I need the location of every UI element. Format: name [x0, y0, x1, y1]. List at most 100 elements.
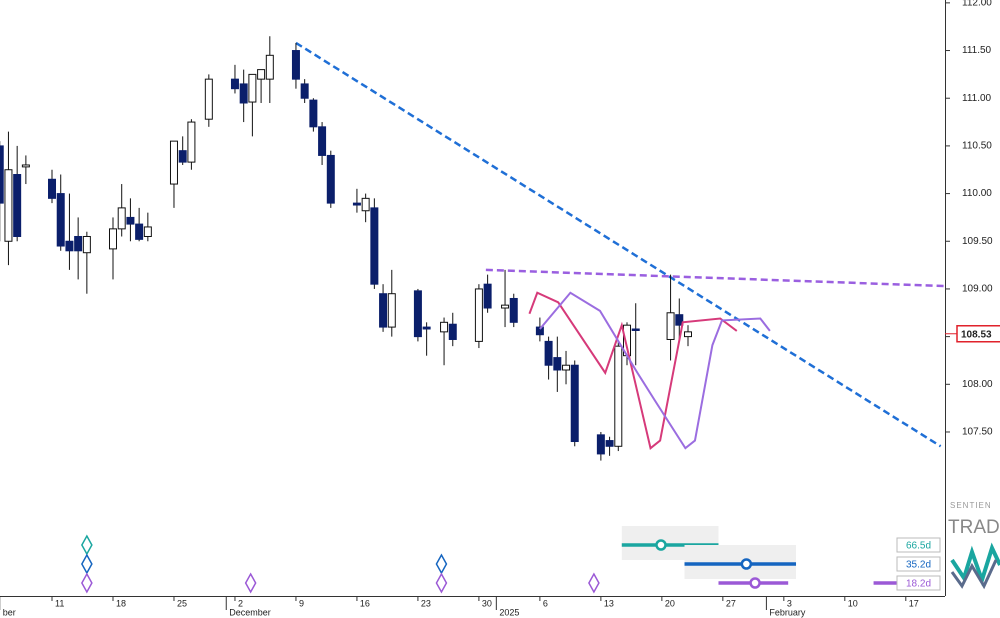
logo-mark — [950, 542, 1000, 587]
candle-body — [56, 193, 65, 247]
candle-body — [187, 121, 196, 163]
candle-body — [448, 323, 457, 340]
cycle-marker — [588, 572, 600, 594]
y-tick-label: 110.00 — [962, 188, 992, 199]
cycle-label: 35.2d — [906, 560, 931, 571]
candle-body — [361, 197, 370, 212]
x-tick-label: 9 — [299, 598, 304, 608]
candle-body — [474, 288, 483, 342]
cycle-peak — [749, 577, 761, 589]
logo-top: SENTIEN — [950, 501, 992, 510]
candle-body — [501, 304, 510, 309]
candle-body — [535, 326, 544, 336]
candle-body — [126, 216, 135, 225]
candle-body — [509, 297, 518, 323]
candle-body — [614, 345, 623, 447]
candle-body — [169, 140, 178, 185]
candle-body — [370, 207, 379, 285]
cycle-label: 18.2d — [906, 579, 931, 590]
candle-body — [413, 290, 422, 338]
candle-body — [326, 154, 335, 204]
y-tick-label: 111.00 — [962, 93, 992, 104]
candle-body — [553, 357, 562, 371]
logo-mark — [950, 559, 998, 590]
candle-body — [143, 226, 152, 237]
candle-body — [387, 293, 396, 328]
candle-body — [379, 293, 388, 328]
cycle-marker — [244, 572, 257, 594]
x-tick-label: 13 — [604, 598, 614, 608]
x-tick-label: 17 — [909, 598, 919, 608]
y-tick-label: 111.50 — [962, 45, 992, 56]
cycle-label-box — [896, 575, 941, 591]
x-tick-label: 27 — [726, 598, 736, 608]
logo-bottom: TRADE — [948, 517, 1000, 538]
candle-body — [74, 235, 83, 252]
y-tick-label: 112.00 — [962, 0, 992, 9]
cycle-marker — [81, 572, 93, 594]
candle-body — [0, 145, 4, 204]
month-label: February — [769, 607, 806, 617]
candle-body — [48, 178, 57, 199]
candle-body — [257, 69, 266, 80]
candle-body — [248, 73, 257, 103]
cycle-label: 66.5d — [906, 541, 931, 552]
y-tick-label: 110.50 — [962, 141, 992, 152]
x-tick-label: 18 — [116, 598, 126, 608]
candle-body — [135, 223, 144, 240]
x-tick-label: 25 — [177, 598, 187, 608]
candle-body — [422, 326, 431, 330]
y-tick-label: 108.00 — [962, 379, 993, 390]
line — [539, 291, 771, 450]
candle-body — [666, 312, 675, 340]
candle-body — [318, 126, 327, 156]
candle-body — [265, 54, 274, 80]
line — [295, 41, 942, 448]
candle-body — [230, 78, 239, 90]
candle-body — [117, 207, 126, 230]
x-tick-label: 23 — [421, 598, 431, 608]
x-tick-label: 16 — [360, 598, 370, 608]
last-price-label: 108.53 — [961, 329, 992, 340]
candle-body — [239, 83, 248, 104]
candle-body — [291, 50, 300, 80]
month-label: 2025 — [499, 607, 519, 617]
y-tick-label: 107.50 — [962, 427, 993, 438]
x-tick-label: 2 — [238, 598, 243, 608]
candle-body — [13, 174, 22, 237]
cycle-shade — [684, 545, 797, 579]
month-label: ber — [3, 607, 16, 617]
cycle-marker — [435, 572, 448, 594]
y-tick-label: 109.00 — [962, 284, 993, 295]
x-tick-label: 30 — [482, 598, 492, 608]
candle-body — [440, 321, 449, 333]
month-label: December — [229, 607, 271, 617]
candle-body — [82, 235, 91, 254]
candle-body — [309, 99, 318, 128]
candle-body — [352, 202, 361, 206]
cycle-label-box — [896, 556, 941, 572]
candle-body — [178, 150, 187, 163]
candle-body — [65, 240, 74, 252]
y-tick-label: 109.50 — [962, 236, 993, 247]
candle-body — [631, 328, 640, 331]
cycle-peak — [740, 558, 753, 570]
x-tick-label: 11 — [55, 598, 64, 608]
candle-body — [570, 364, 579, 443]
x-tick-label: 3 — [787, 598, 792, 608]
line — [528, 291, 738, 450]
candle-body — [596, 434, 605, 455]
candle-body — [21, 164, 30, 168]
candle-body — [483, 283, 492, 309]
candle-body — [108, 228, 117, 250]
last-price-box — [956, 325, 1000, 343]
x-tick-label: 10 — [848, 598, 858, 608]
candle-body — [204, 78, 213, 120]
cycle-peak — [655, 539, 667, 551]
cycle-label-box — [896, 537, 941, 553]
candle-body — [4, 169, 13, 242]
x-tick-label: 6 — [543, 598, 548, 608]
candle-body — [683, 331, 692, 338]
candle-body — [675, 314, 684, 326]
